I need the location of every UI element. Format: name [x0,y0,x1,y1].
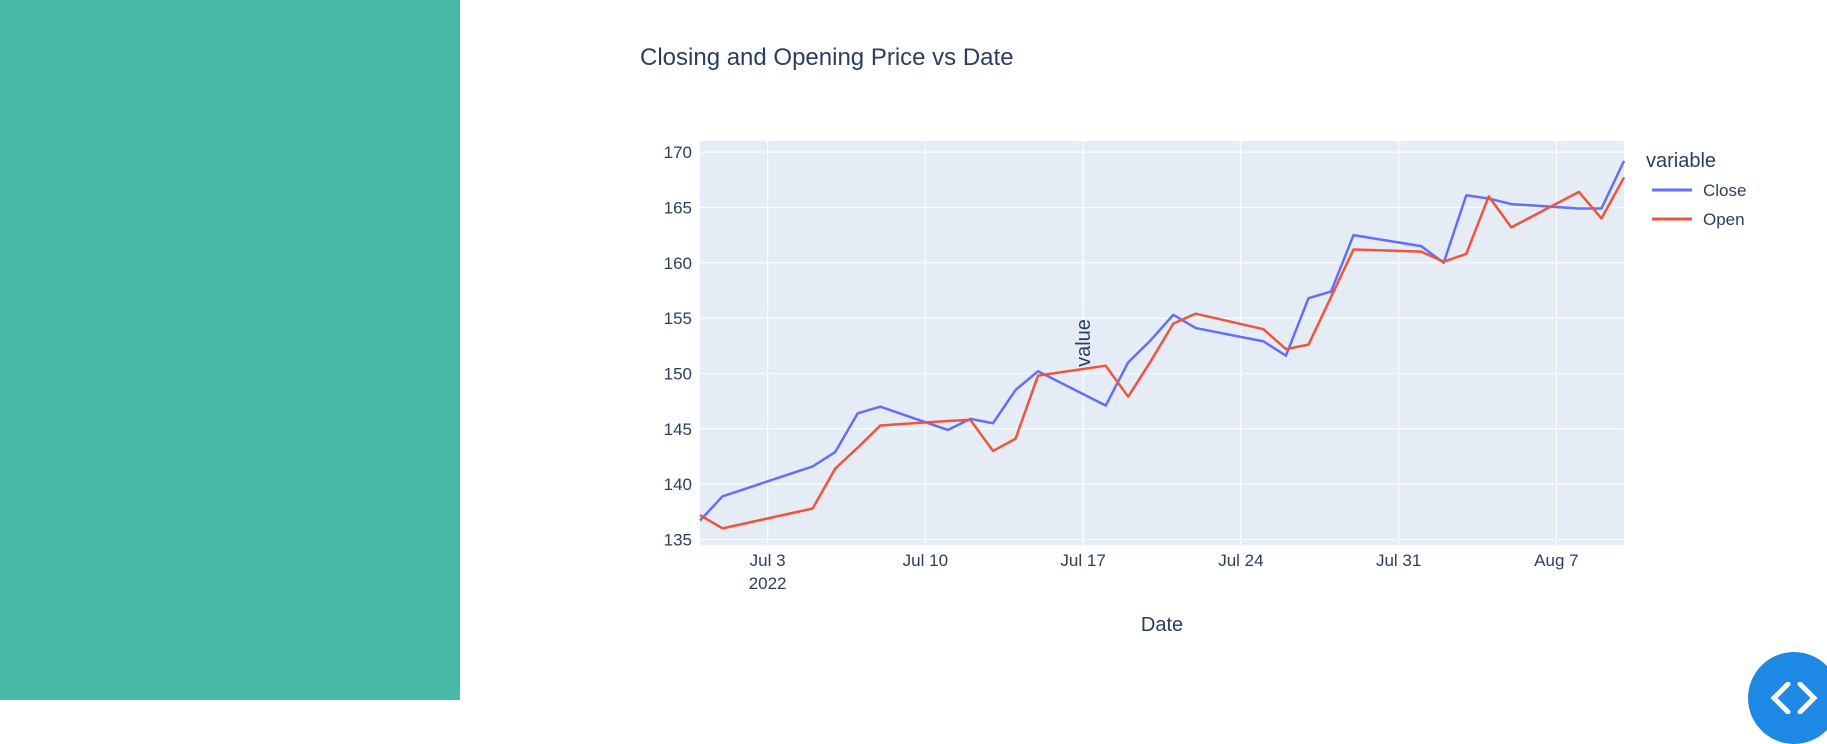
legend-title: variable [1646,150,1716,172]
legend-item-open[interactable]: Open [1703,210,1745,229]
main-content: Closing and Opening Price vs Date 135 140… [460,0,1827,700]
x-axis-title: Date [1141,614,1183,636]
line-chart: Closing and Opening Price vs Date 135 140… [640,44,1746,636]
y-gridlines [700,151,1624,540]
y-tick-label: 150 [664,364,692,383]
y-axis-title: value [1073,319,1095,367]
chart-title: Closing and Opening Price vs Date [640,44,1014,71]
sidebar-panel [0,0,460,700]
x-tick-label: Jul 24 [1218,551,1263,570]
x-tick-labels: Jul 3 2022 Jul 10 Jul 17 Jul 24 Jul 31 Aug 7 [749,551,1579,593]
y-tick-label: 165 [664,198,692,217]
x-tick-label: Jul 31 [1376,551,1421,570]
series-line-close [699,160,1626,522]
series-lines [699,160,1626,530]
x-gridlines [767,141,1557,545]
y-tick-label: 145 [664,420,692,439]
legend: Close Open [1652,181,1746,229]
x-tick-year-label: 2022 [749,574,787,593]
x-tick-label: Aug 7 [1534,551,1578,570]
x-tick-label: Jul 10 [903,551,948,570]
x-tick-label: Jul 17 [1060,551,1105,570]
y-tick-label: 160 [664,254,692,273]
y-tick-label: 135 [664,530,692,549]
y-tick-label: 140 [664,475,692,494]
y-tick-label: 155 [664,309,692,328]
chevrons-icon [1770,682,1818,714]
series-line-open [699,176,1626,530]
legend-item-close[interactable]: Close [1703,181,1746,200]
toggle-fab-button[interactable] [1748,652,1827,744]
y-tick-label: 170 [664,143,692,162]
x-tick-label: Jul 3 [750,551,786,570]
y-tick-labels: 135 140 145 150 155 160 165 170 [664,143,692,549]
